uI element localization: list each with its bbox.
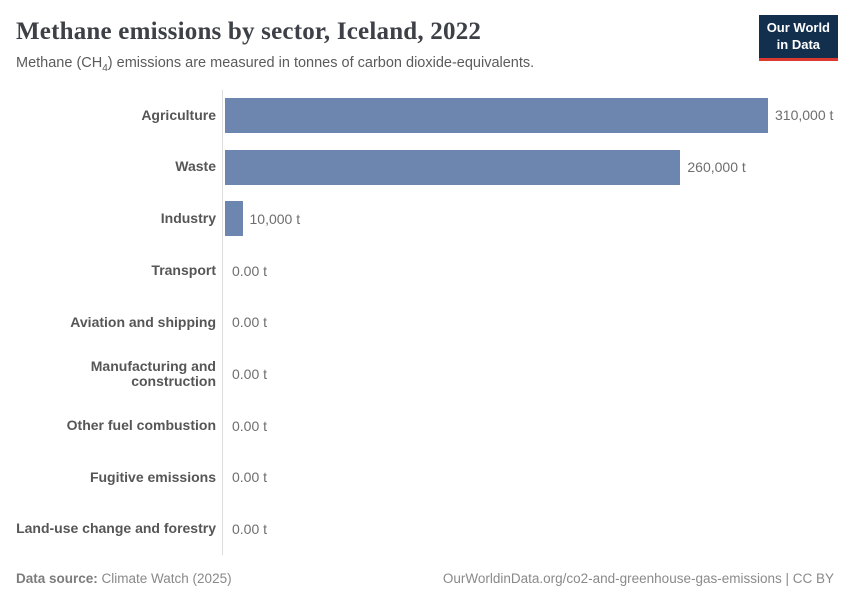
category-label: Agriculture xyxy=(141,106,216,123)
bar-value-label: 0.00 t xyxy=(232,520,268,537)
chart-footer: Data source: Climate Watch (2025) OurWor… xyxy=(16,571,834,586)
subtitle-subscript: 4 xyxy=(102,62,108,74)
plot-area: 0.00 t xyxy=(222,348,834,400)
category-label: Aviation and shipping xyxy=(70,313,216,330)
data-source: Data source: Climate Watch (2025) xyxy=(16,571,232,586)
bar[interactable] xyxy=(225,201,243,237)
bar-value-label: 310,000 t xyxy=(775,107,834,124)
chart-row: Fugitive emissions 0.00 t xyxy=(16,451,834,504)
plot-area: 0.00 t xyxy=(222,296,834,349)
subtitle-prefix: Methane (CH xyxy=(16,54,103,71)
owid-logo-line1: Our World xyxy=(766,20,830,35)
chart-row: Aviation and shipping 0.00 t xyxy=(16,296,834,349)
bar[interactable] xyxy=(225,149,681,185)
footer-link[interactable]: OurWorldinData.org/co2-and-greenhouse-ga… xyxy=(442,571,834,586)
data-source-label: Data source: xyxy=(16,571,98,586)
category-label: Fugitive emissions xyxy=(89,468,216,485)
category-label: Land-use change and forestry xyxy=(16,520,216,537)
chart-row: Manufacturing and construction 0.00 t xyxy=(16,348,834,400)
chart-subtitle: Methane (CH4) emissions are measured in … xyxy=(16,54,834,75)
chart-row: Industry 10,000 t xyxy=(16,193,834,245)
chart-rows: Agriculture 310,000 t Waste 260,000 t Indust… xyxy=(16,89,834,555)
bar-value-label: 0.00 t xyxy=(232,314,268,331)
category-label: Transport xyxy=(151,261,216,278)
bar-value-label: 260,000 t xyxy=(687,159,746,176)
plot-area: 0.00 t xyxy=(222,451,834,504)
plot-area: 260,000 t xyxy=(222,141,834,194)
bar-value-label: 0.00 t xyxy=(232,417,268,434)
bar-chart: Agriculture 310,000 t Waste 260,000 t Indust… xyxy=(16,89,834,555)
plot-area: 0.00 t xyxy=(222,399,834,452)
chart-row: Waste 260,000 t xyxy=(16,141,834,194)
chart-header: Methane emissions by sector, Iceland, 20… xyxy=(16,15,838,75)
category-label: Industry xyxy=(160,210,216,227)
bar-value-label: 0.00 t xyxy=(232,469,268,486)
plot-area: 10,000 t xyxy=(222,193,834,245)
plot-area: 0.00 t xyxy=(222,244,834,297)
chart-row: Other fuel combustion 0.00 t xyxy=(16,399,834,452)
chart-title: Methane emissions by sector, Iceland, 20… xyxy=(16,18,482,45)
category-label: Waste xyxy=(175,158,216,175)
bar-value-label: 0.00 t xyxy=(232,365,268,382)
subtitle-suffix: ) emissions are measured in tonnes of ca… xyxy=(107,54,535,71)
plot-area: 310,000 t xyxy=(222,89,834,142)
plot-area: 0.00 t xyxy=(222,503,834,555)
chart-row: Agriculture 310,000 t xyxy=(16,89,834,142)
chart-row: Transport 0.00 t xyxy=(16,244,834,297)
category-label: Manufacturing and construction xyxy=(90,357,216,389)
bar[interactable] xyxy=(225,97,768,133)
owid-logo[interactable]: Our World in Data xyxy=(758,15,838,61)
chart-row: Land-use change and forestry 0.00 t xyxy=(16,503,834,555)
category-label: Other fuel combustion xyxy=(66,416,216,433)
bar-value-label: 10,000 t xyxy=(249,210,301,227)
bar-value-label: 0.00 t xyxy=(232,262,268,279)
owid-logo-line2: in Data xyxy=(776,36,821,52)
data-source-value: Climate Watch (2025) xyxy=(97,571,232,586)
